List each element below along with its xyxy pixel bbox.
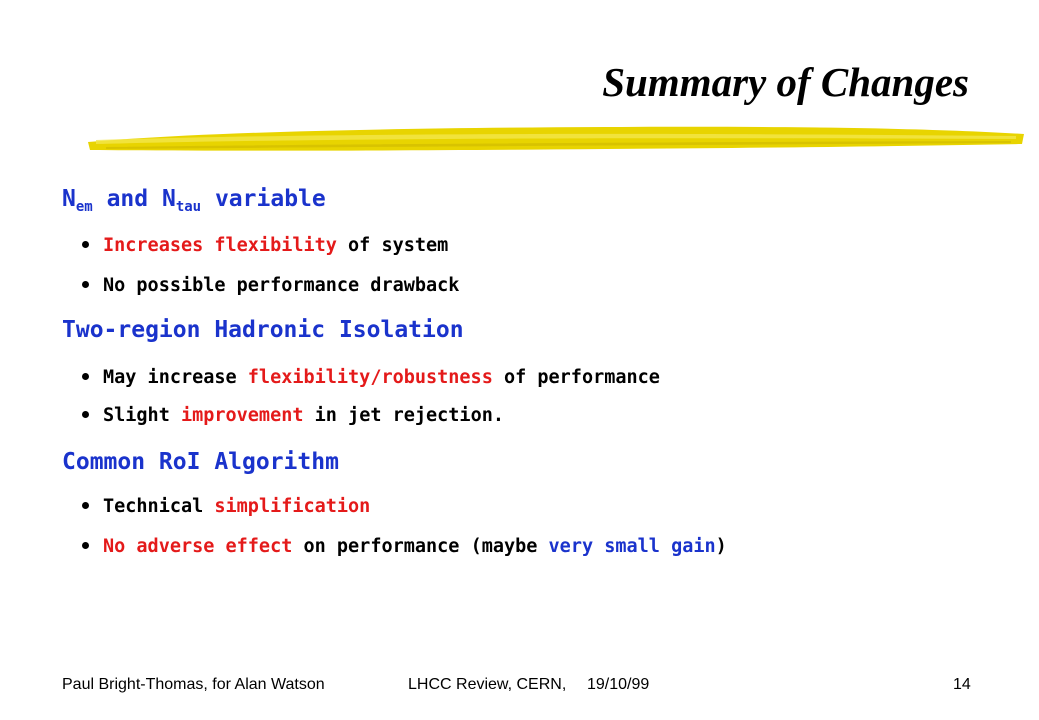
bullet-highlight: simplification [214,496,371,517]
bullet-dot-icon [82,501,89,509]
bullet-dot-icon [82,372,89,380]
bullet-highlight: flexibility/robustness [247,367,493,388]
slide-title: Summary of Changes [602,59,969,105]
footer-event: LHCC Review, CERN, [408,676,567,693]
section-heading-nem-ntau: Nem and Ntau variable [62,186,326,215]
title-underline-brush [88,126,1024,151]
bullet-highlight: Increases flexibility [103,235,337,256]
heading-sub-em: em [75,199,93,215]
footer-author: Paul Bright-Thomas, for Alan Watson [62,676,325,693]
bullet-text: of system [336,235,449,256]
bullet-text: Slight [103,405,181,426]
bullet-item: No adverse effect on performance (maybe … [82,536,727,557]
bullet-highlight: No adverse effect [103,536,293,557]
footer-date: 19/10/99 [587,676,650,693]
section-heading-common-roi: Common RoI Algorithm [62,449,339,475]
heading-mid: and N [92,186,176,212]
bullet-text: ) [715,536,727,557]
bullet-text: of performance [492,367,660,388]
bullet-item: May increase flexibility/robustness of p… [82,367,660,388]
section-heading-two-region: Two-region Hadronic Isolation [62,317,464,343]
bullet-dot-icon [82,280,89,288]
bullet-item: No possible performance drawback [82,275,459,296]
bullet-item: Technical simplification [82,496,370,517]
bullet-dot-icon [82,240,89,248]
bullet-text: Technical [103,496,215,517]
heading-tail: variable [201,186,326,212]
bullet-highlight-blue: very small gain [548,536,716,557]
heading-n1: N [62,186,76,212]
bullet-text: No possible performance drawback [103,275,460,296]
bullet-highlight: improvement [180,405,304,426]
heading-sub-tau: tau [175,199,202,215]
bullet-item: Increases flexibility of system [82,235,448,256]
bullet-text: May increase [103,367,248,388]
bullet-text: in jet rejection. [303,405,504,426]
bullet-dot-icon [82,541,89,549]
bullet-dot-icon [82,410,89,418]
page-number: 14 [953,676,971,693]
bullet-item: Slight improvement in jet rejection. [82,405,504,426]
bullet-text: on performance (maybe [292,536,549,557]
